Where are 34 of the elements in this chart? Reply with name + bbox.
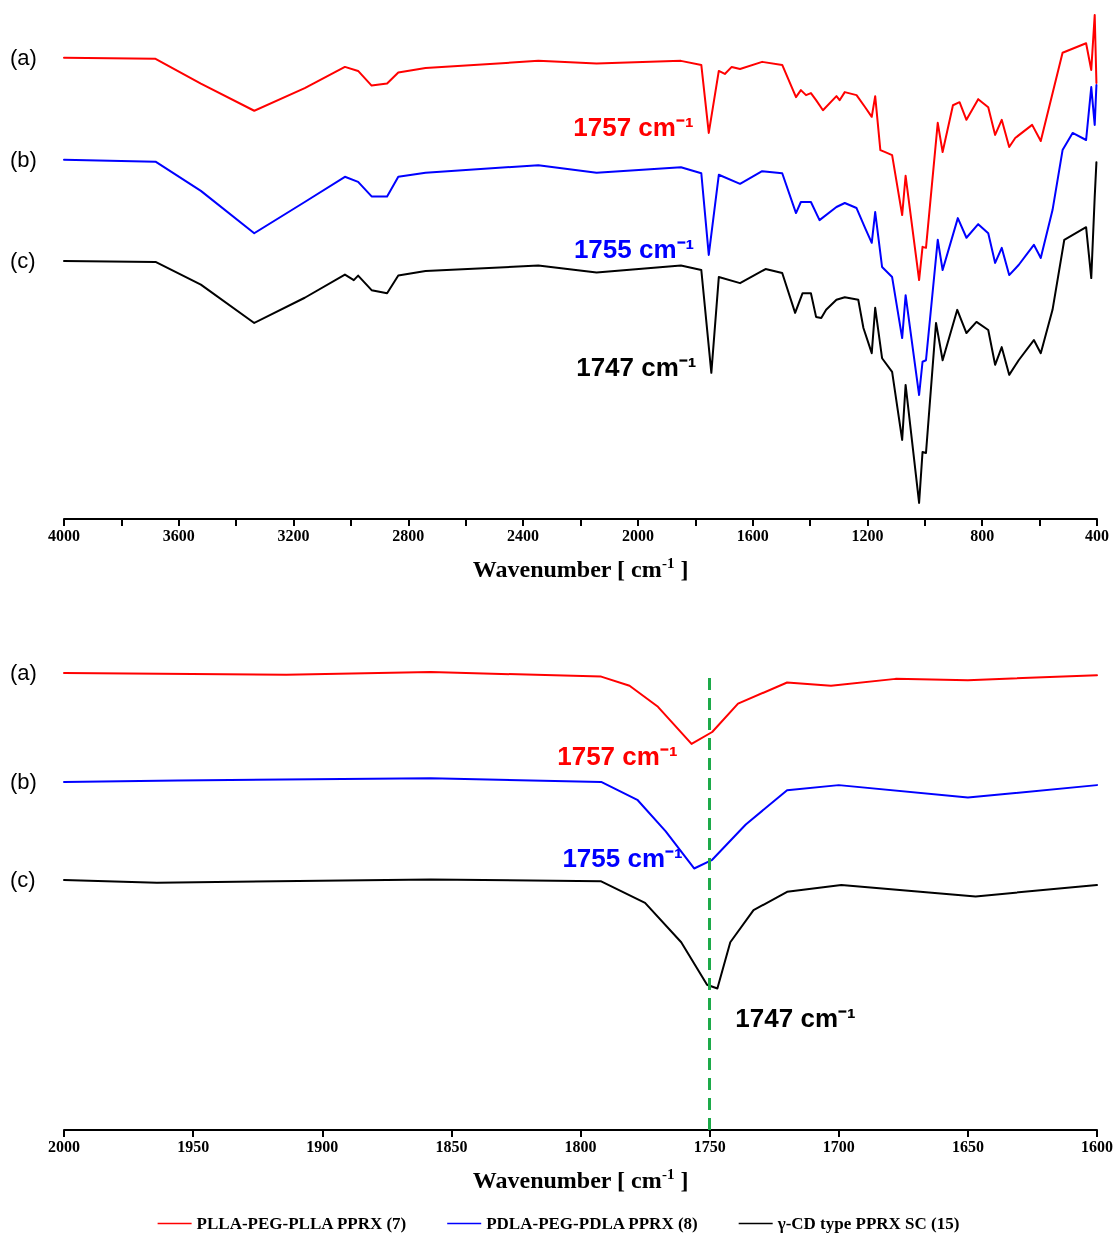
x-tick-label: 2000 xyxy=(48,1137,80,1155)
x-tick-label: 1200 xyxy=(851,526,884,544)
x-tick-label: 3200 xyxy=(277,526,310,544)
x-tick-label: 1650 xyxy=(951,1137,984,1155)
legend-label: PDLA-PEG-PDLA PPRX (8) xyxy=(486,1214,698,1233)
x-tick-label: 4000 xyxy=(48,526,80,544)
x-tick-label: 2800 xyxy=(392,526,425,544)
x-tick-label: 800 xyxy=(970,526,995,544)
x-tick-label: 400 xyxy=(1085,526,1109,544)
legend-label: PLLA-PEG-PLLA PPRX (7) xyxy=(196,1214,407,1233)
x-tick-label: 1850 xyxy=(435,1137,468,1155)
x-tick-label: 1750 xyxy=(693,1137,726,1155)
x-tick-label: 1600 xyxy=(1081,1137,1113,1155)
x-tick-label: 3600 xyxy=(162,526,195,544)
x-tick-label: 1700 xyxy=(822,1137,855,1155)
annotation: 1757 cm⁻¹ xyxy=(557,740,678,771)
x-tick-label: 1600 xyxy=(736,526,769,544)
x-tick-label: 2000 xyxy=(621,526,654,544)
x-tick-label: 1950 xyxy=(177,1137,210,1155)
legend-label: γ-CD type PPRX SC (15) xyxy=(776,1214,960,1233)
text: (b) xyxy=(10,147,37,173)
x-tick-label: 1800 xyxy=(564,1137,597,1155)
text: (b) xyxy=(10,769,37,795)
x-tick-label: 1900 xyxy=(306,1137,339,1155)
annotation: 1755 cm⁻¹ xyxy=(573,233,695,264)
text: (a) xyxy=(10,45,37,71)
annotation: 1757 cm⁻¹ xyxy=(573,111,694,142)
annotation: 1747 cm⁻¹ xyxy=(576,351,697,382)
annotation: 1747 cm⁻¹ xyxy=(735,1003,856,1034)
annotation: 1755 cm⁻¹ xyxy=(562,843,683,874)
text: (c) xyxy=(10,248,36,274)
text: (c) xyxy=(10,867,36,893)
x-tick-label: 2400 xyxy=(507,526,540,544)
text: (a) xyxy=(10,660,37,686)
